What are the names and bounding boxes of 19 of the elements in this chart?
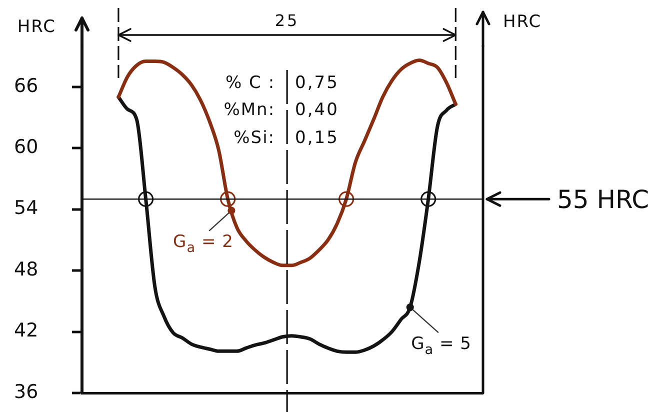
ref-line-label: 55 HRC	[557, 184, 650, 214]
line-series	[116, 58, 458, 268]
annotation: 0,15	[295, 128, 339, 148]
annotation: 0,40	[295, 100, 339, 120]
text: 25	[274, 11, 300, 30]
y-tick-label: 36	[14, 380, 38, 403]
y-axis-title: HRC	[17, 16, 56, 36]
y-tick-label: 42	[14, 320, 38, 342]
y-tick-label: 48	[14, 258, 38, 280]
series-label: G$_{a}$ = 5	[411, 334, 472, 358]
annotation: % C :	[225, 72, 276, 92]
y2-axis-title: HRC	[503, 12, 542, 32]
y-tick-label: 54	[14, 197, 38, 220]
annotation: %Si:	[234, 128, 276, 148]
annotation: 0,75	[295, 72, 339, 92]
y-tick-label: 60	[14, 136, 38, 158]
legend-label: G$_{a}$ = 2	[173, 232, 234, 256]
annotation: %Mn:	[224, 100, 276, 120]
y-tick-label: 66	[14, 74, 38, 97]
